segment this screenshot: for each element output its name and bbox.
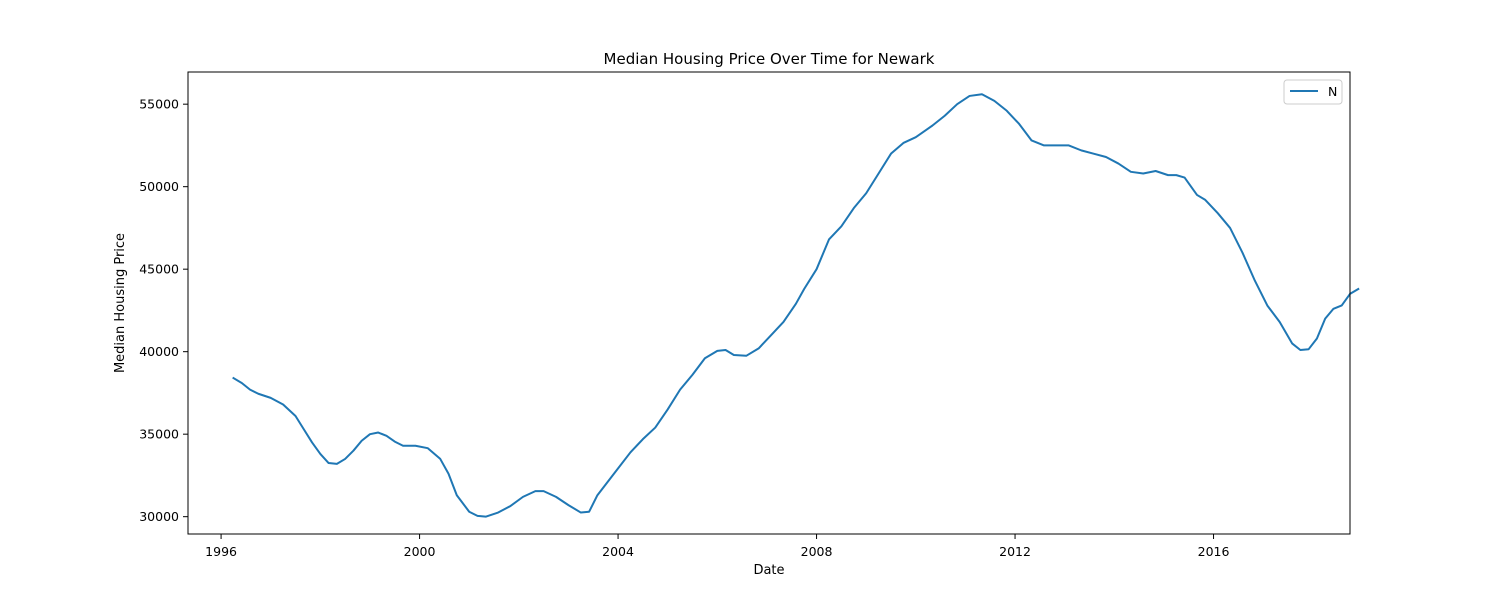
y-axis: 30000 35000 40000 45000 50000 55000 (139, 97, 188, 524)
plot-frame (187, 71, 1351, 535)
y-tick-label: 55000 (139, 97, 179, 112)
x-tick-label: 2016 (1198, 544, 1230, 559)
x-tick-label: 1996 (205, 544, 237, 559)
x-axis-label: Date (753, 563, 784, 578)
y-tick-label: 45000 (139, 262, 179, 277)
plot-area (188, 72, 1350, 534)
y-tick-label: 40000 (139, 344, 179, 359)
chart-title: Median Housing Price Over Time for Newar… (604, 50, 935, 68)
x-tick-label: 2000 (404, 544, 436, 559)
series-layer (232, 93, 1360, 518)
x-axis: 1996 2000 2004 2008 2012 2016 (205, 534, 1229, 559)
legend-label: N (1328, 84, 1337, 99)
y-tick-label: 35000 (139, 427, 179, 442)
y-tick-label: 30000 (139, 509, 179, 524)
legend: N (1283, 79, 1343, 105)
plot-background (188, 72, 1350, 534)
y-axis-label: Median Housing Price (113, 233, 128, 373)
x-tick-label: 2004 (602, 544, 634, 559)
x-tick-label: 2008 (801, 544, 833, 559)
x-tick-label: 2012 (999, 544, 1031, 559)
y-tick-label: 50000 (139, 179, 179, 194)
series-line (232, 93, 1360, 518)
